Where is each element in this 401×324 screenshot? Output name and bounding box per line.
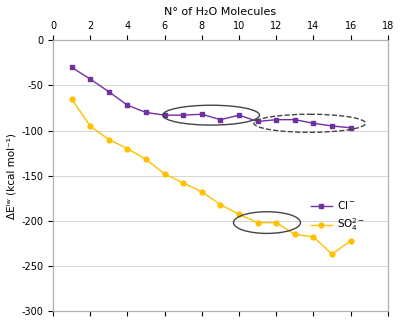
SO$_4^{2-}$ (88, 124, 93, 128)
SO$_4^{2-}$ (125, 147, 130, 151)
Cl$^-$ (311, 121, 316, 125)
SO$_4^{2-}$ (199, 190, 204, 194)
Cl$^-$ (330, 124, 334, 128)
SO$_4^{2-}$ (274, 221, 279, 225)
Cl$^-$ (144, 110, 148, 114)
Line: Cl$^-$: Cl$^-$ (69, 65, 353, 130)
Cl$^-$ (106, 90, 111, 94)
Cl$^-$ (255, 120, 260, 123)
Cl$^-$ (218, 118, 223, 122)
Legend: Cl$^-$, SO$_4^{2-}$: Cl$^-$, SO$_4^{2-}$ (307, 195, 369, 237)
SO$_4^{2-}$ (311, 235, 316, 239)
SO$_4^{2-}$ (348, 239, 353, 243)
X-axis label: N° of H₂O Molecules: N° of H₂O Molecules (164, 7, 277, 17)
Cl$^-$ (348, 126, 353, 130)
SO$_4^{2-}$ (292, 232, 297, 236)
SO$_4^{2-}$ (218, 202, 223, 206)
SO$_4^{2-}$ (162, 172, 167, 176)
Cl$^-$ (88, 77, 93, 81)
Cl$^-$ (237, 113, 241, 117)
Cl$^-$ (181, 113, 186, 117)
SO$_4^{2-}$ (330, 252, 334, 256)
Line: SO$_4^{2-}$: SO$_4^{2-}$ (69, 97, 353, 257)
Cl$^-$ (69, 65, 74, 69)
Cl$^-$ (125, 103, 130, 107)
Cl$^-$ (199, 112, 204, 116)
SO$_4^{2-}$ (106, 138, 111, 142)
Cl$^-$ (162, 113, 167, 117)
SO$_4^{2-}$ (144, 157, 148, 161)
Cl$^-$ (274, 118, 279, 122)
SO$_4^{2-}$ (69, 97, 74, 101)
SO$_4^{2-}$ (237, 213, 241, 216)
SO$_4^{2-}$ (255, 221, 260, 225)
SO$_4^{2-}$ (181, 181, 186, 185)
Y-axis label: ΔEᴵʷ (kcal mol⁻¹): ΔEᴵʷ (kcal mol⁻¹) (7, 133, 17, 219)
Cl$^-$ (292, 118, 297, 122)
